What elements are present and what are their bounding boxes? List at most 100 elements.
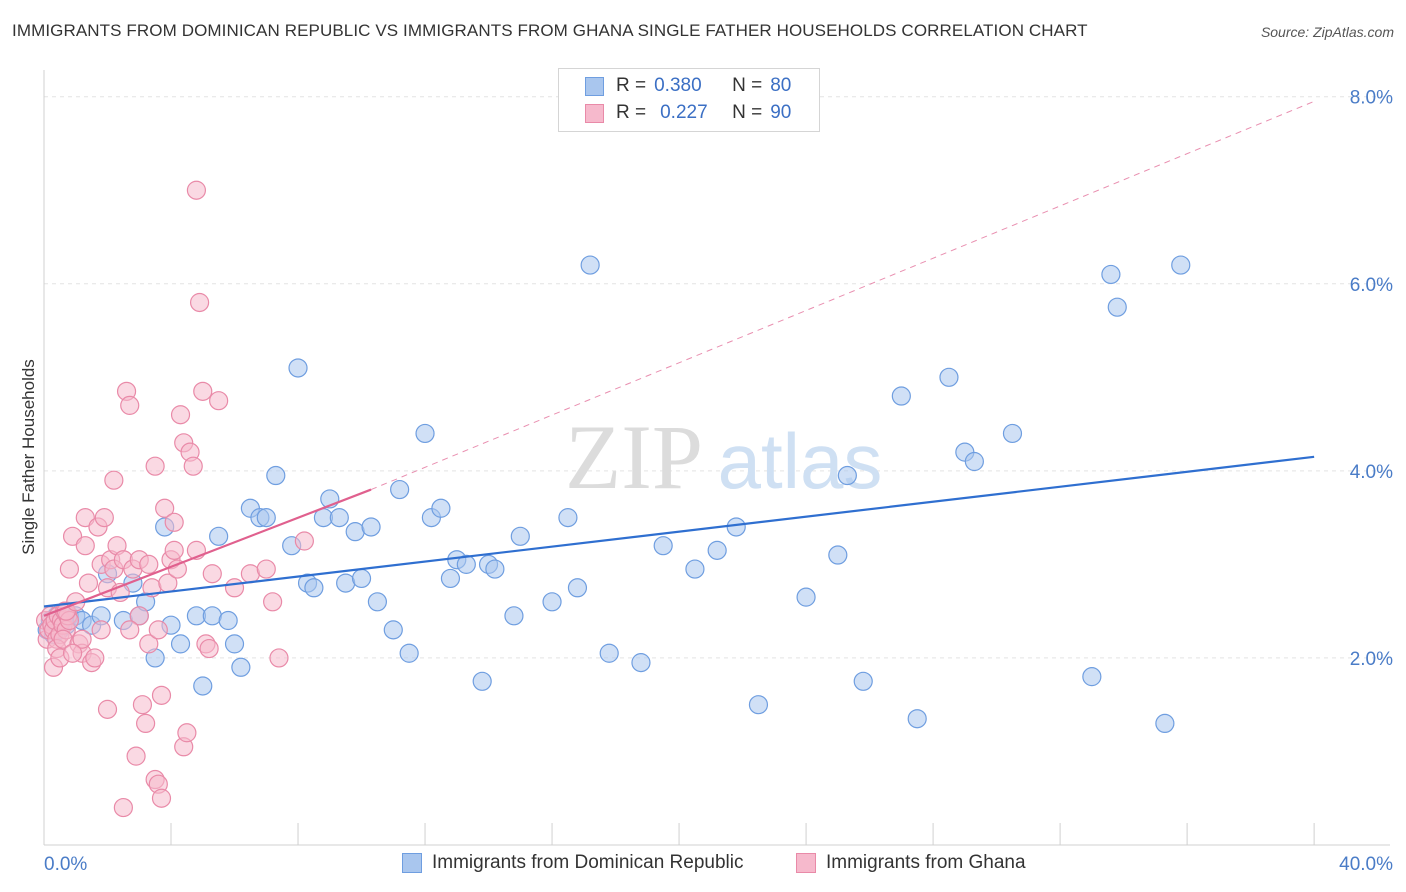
- data-point: [440, 568, 461, 589]
- data-point: [828, 545, 848, 565]
- trend-line-ghana-extension: [370, 100, 1315, 491]
- data-point: [269, 648, 289, 668]
- series-ghana-points: [35, 180, 314, 818]
- data-point: [726, 517, 746, 537]
- bottom-legend-label: Immigrants from Ghana: [826, 852, 1026, 873]
- data-point: [94, 508, 114, 528]
- data-point: [1171, 255, 1191, 275]
- data-point: [907, 709, 927, 729]
- data-point: [837, 465, 857, 486]
- legend-swatch-blue: [585, 76, 604, 96]
- data-point: [139, 634, 159, 654]
- watermark-zip: ZIP: [565, 406, 703, 508]
- data-point: [294, 531, 314, 551]
- y-tick-label: 8.0%: [1350, 88, 1393, 109]
- data-point: [567, 578, 588, 598]
- data-point: [504, 606, 524, 626]
- data-point: [431, 498, 451, 518]
- data-point: [351, 568, 372, 589]
- x-tick-label: 40.0%: [1339, 854, 1393, 875]
- data-point: [1107, 297, 1127, 317]
- data-point: [383, 620, 403, 640]
- trend-lines: [43, 100, 1315, 617]
- data-point: [97, 699, 118, 719]
- data-point: [891, 386, 911, 406]
- data-point: [151, 788, 172, 808]
- data-point: [224, 634, 245, 654]
- legend-r-value: 0.227: [660, 102, 708, 123]
- bottom-legend-ghana: Immigrants from Ghana: [796, 852, 1026, 874]
- data-point: [120, 395, 140, 415]
- trend-line-ghana: [43, 488, 372, 617]
- legend-row-ghana: R = 0.227 N = 90: [585, 100, 791, 126]
- data-point: [485, 559, 505, 579]
- data-point: [748, 695, 769, 715]
- data-point: [136, 713, 156, 734]
- data-point: [304, 578, 324, 598]
- data-point: [183, 456, 203, 476]
- data-point: [148, 620, 168, 640]
- data-point: [631, 653, 651, 673]
- data-point: [155, 498, 175, 518]
- data-point: [164, 540, 184, 560]
- data-point: [186, 180, 207, 200]
- correlation-legend: R = 0.380 N = 80 R = 0.227 N = 90: [558, 68, 820, 132]
- data-point: [542, 592, 562, 612]
- data-point: [59, 559, 80, 579]
- data-point: [167, 559, 187, 579]
- data-point: [1082, 667, 1102, 687]
- bottom-legend-swatch-blue: [402, 853, 422, 873]
- legend-n-label: N =: [732, 75, 763, 96]
- y-tick-label: 4.0%: [1350, 462, 1393, 483]
- data-point: [209, 526, 229, 546]
- data-point: [132, 695, 153, 715]
- data-point: [151, 685, 172, 705]
- watermark-atlas: atlas: [718, 417, 883, 505]
- legend-swatch-pink: [585, 103, 604, 123]
- data-point: [145, 456, 165, 476]
- tick-labels: 2.0% 4.0% 6.0% 8.0% 0.0% 40.0%: [44, 88, 1393, 875]
- data-point: [1002, 423, 1023, 444]
- y-tick-label: 2.0%: [1350, 649, 1393, 670]
- legend-r-label: R =: [616, 102, 647, 123]
- chart-title: IMMIGRANTS FROM DOMINICAN REPUBLIC VS IM…: [12, 21, 1088, 40]
- data-point: [91, 620, 111, 640]
- data-point: [209, 391, 229, 411]
- legend-r-value: 0.380: [654, 75, 702, 96]
- data-point: [415, 423, 435, 444]
- y-axis-label: Single Father Households: [19, 359, 38, 555]
- trend-line-dominican-republic: [43, 455, 1315, 608]
- axes: [43, 70, 1390, 846]
- data-point: [456, 554, 476, 574]
- y-tick-label: 6.0%: [1350, 275, 1393, 296]
- data-point: [964, 451, 984, 472]
- data-point: [266, 465, 286, 486]
- data-point: [256, 508, 276, 528]
- data-point: [113, 797, 133, 818]
- data-point: [218, 610, 238, 631]
- legend-r-label: R =: [616, 75, 647, 96]
- legend-n-value: 80: [770, 75, 792, 96]
- data-point: [202, 606, 222, 626]
- data-point: [170, 634, 191, 654]
- data-point: [85, 648, 105, 668]
- data-point: [685, 559, 705, 579]
- data-point: [78, 573, 99, 593]
- data-point: [62, 643, 83, 663]
- legend-n-label: N =: [732, 102, 763, 123]
- data-point: [193, 381, 213, 401]
- data-point: [189, 292, 210, 313]
- data-point: [939, 367, 959, 387]
- data-point: [263, 592, 283, 612]
- data-point: [231, 657, 251, 677]
- data-point: [104, 470, 124, 490]
- data-point: [336, 573, 356, 593]
- data-point: [164, 512, 184, 532]
- data-point: [202, 564, 222, 584]
- data-point: [390, 479, 410, 500]
- data-point: [796, 587, 816, 607]
- bottom-legend-swatch-pink: [796, 853, 816, 873]
- source-credit: Source: ZipAtlas.com: [1260, 24, 1394, 40]
- data-point: [139, 554, 159, 574]
